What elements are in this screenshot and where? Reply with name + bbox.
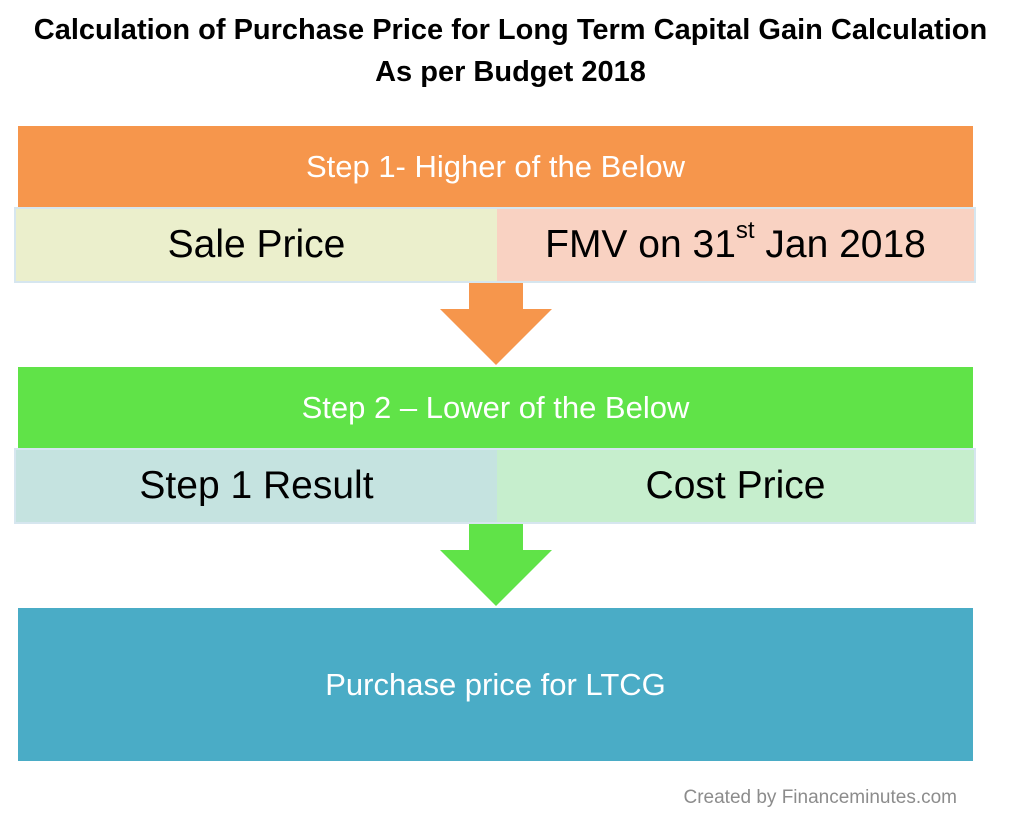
- page-title: Calculation of Purchase Price for Long T…: [33, 14, 988, 46]
- credit-text: Created by Financeminutes.com: [683, 787, 957, 808]
- fmv-label-sup: st: [735, 217, 755, 244]
- fmv-label-prefix: FMV on 31: [545, 223, 736, 266]
- step1-header: Step 1- Higher of the Below: [18, 126, 973, 208]
- down-arrow-icon: [440, 524, 552, 606]
- step2-header: Step 2 – Lower of the Below: [18, 367, 973, 449]
- cost-price-box: Cost Price: [497, 448, 976, 524]
- page-subtitle: As per Budget 2018: [375, 56, 646, 88]
- step1-result-box: Step 1 Result: [14, 448, 497, 524]
- down-arrow-icon: [440, 283, 552, 365]
- result-box: Purchase price for LTCG: [18, 608, 973, 761]
- sale-price-box: Sale Price: [14, 207, 497, 283]
- fmv-label-suffix: Jan 2018: [754, 223, 926, 266]
